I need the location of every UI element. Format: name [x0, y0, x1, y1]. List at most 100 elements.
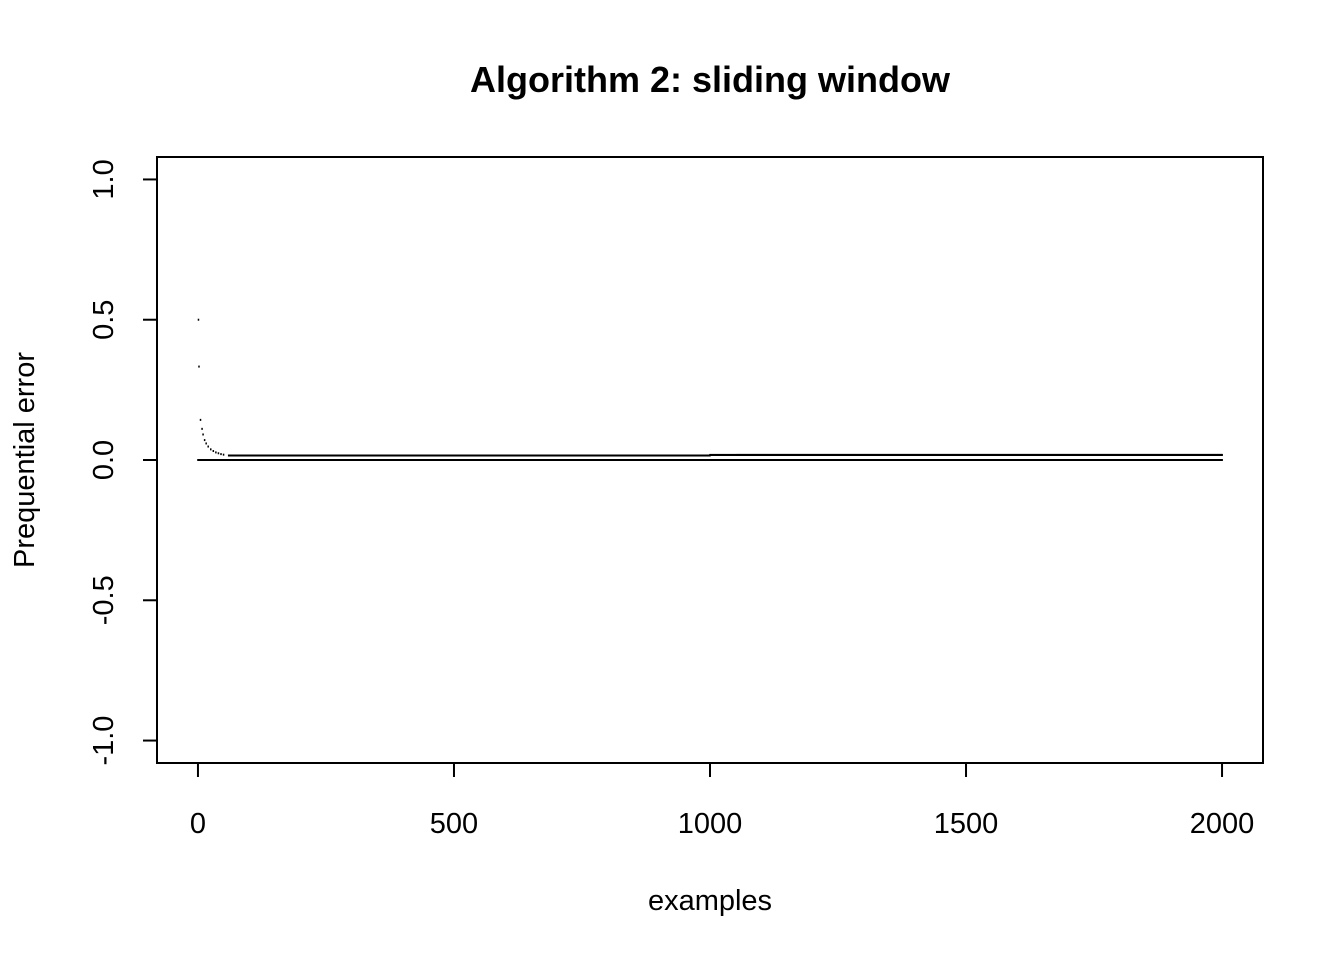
data-point: [662, 454, 664, 457]
data-point: [354, 454, 357, 457]
data-point: [679, 454, 681, 457]
data-point: [683, 454, 686, 457]
data-point: [393, 454, 395, 457]
data-point: [585, 454, 587, 457]
data-point: [456, 454, 458, 457]
data-point: [611, 454, 613, 457]
data-point: [338, 454, 340, 457]
data-point: [233, 454, 236, 457]
data-point: [198, 365, 200, 368]
data-point: [488, 454, 491, 457]
data-point: [511, 454, 514, 457]
data-point: [588, 454, 590, 457]
data-point: [545, 454, 547, 457]
data-point: [600, 454, 603, 457]
data-point: [599, 454, 601, 457]
data-point: [275, 454, 277, 457]
data-point: [322, 454, 325, 457]
data-point: [414, 454, 417, 457]
data-point: [299, 454, 302, 457]
data-point: [434, 454, 437, 457]
data-point: [559, 454, 561, 457]
data-point: [248, 454, 251, 457]
data-point: [350, 454, 352, 457]
data-point: [625, 454, 627, 457]
data-point: [659, 454, 661, 457]
data-point: [457, 454, 460, 457]
data-point: [379, 454, 381, 457]
data-point: [357, 454, 360, 457]
data-point: [493, 454, 495, 457]
data-point: [424, 454, 426, 457]
data-point: [244, 454, 246, 457]
data-point: [447, 454, 449, 457]
data-point: [281, 454, 283, 457]
data-point: [542, 454, 544, 457]
data-point: [442, 454, 444, 457]
data-point: [470, 454, 472, 457]
data-point: [339, 454, 342, 457]
data-point: [336, 454, 338, 457]
data-point: [454, 454, 457, 457]
data-point: [712, 453, 715, 456]
data-point: [597, 454, 600, 457]
data-point: [594, 454, 597, 457]
data-point: [605, 454, 607, 457]
data-point: [705, 454, 707, 457]
data-point: [232, 454, 234, 457]
data-point: [637, 454, 640, 457]
data-point: [258, 454, 260, 457]
data-point: [445, 454, 448, 457]
data-point: [267, 454, 269, 457]
data-point: [347, 454, 349, 457]
data-point: [573, 454, 575, 457]
data-point: [722, 453, 724, 456]
data-point: [328, 454, 331, 457]
data-point: [628, 454, 630, 457]
data-point: [425, 454, 428, 457]
x-tick-label: 2000: [1190, 808, 1255, 840]
data-point: [522, 454, 524, 457]
data-point: [285, 454, 288, 457]
data-point: [589, 454, 592, 457]
data-point: [626, 454, 629, 457]
data-point: [720, 453, 723, 456]
data-point: [543, 454, 546, 457]
data-point: [634, 454, 636, 457]
data-point: [665, 454, 667, 457]
data-point: [264, 454, 266, 457]
data-point: [636, 454, 638, 457]
data-point: [620, 454, 623, 457]
data-point: [293, 454, 295, 457]
data-point: [268, 454, 271, 457]
data-point: [381, 454, 383, 457]
data-point: [494, 454, 497, 457]
data-point: [407, 454, 409, 457]
data-point: [513, 454, 515, 457]
data-point: [656, 454, 658, 457]
data-point: [287, 454, 289, 457]
data-point: [201, 427, 203, 430]
data-point: [694, 454, 696, 457]
data-point: [391, 454, 394, 457]
data-point: [217, 452, 220, 455]
data-point: [569, 454, 572, 457]
data-point: [344, 454, 346, 457]
data-point: [536, 454, 538, 457]
data-point: [252, 454, 254, 457]
data-point: [450, 454, 452, 457]
data-point: [250, 454, 252, 457]
data-point: [362, 454, 365, 457]
data-point: [367, 454, 369, 457]
data-point: [316, 454, 319, 457]
data-point: [387, 454, 389, 457]
data-point: [436, 454, 438, 457]
data-point: [685, 454, 687, 457]
data-point: [465, 454, 468, 457]
data-point: [394, 454, 397, 457]
data-point: [388, 454, 391, 457]
data-point: [709, 453, 712, 456]
data-point: [714, 453, 716, 456]
data-point: [282, 454, 285, 457]
data-point: [505, 454, 507, 457]
